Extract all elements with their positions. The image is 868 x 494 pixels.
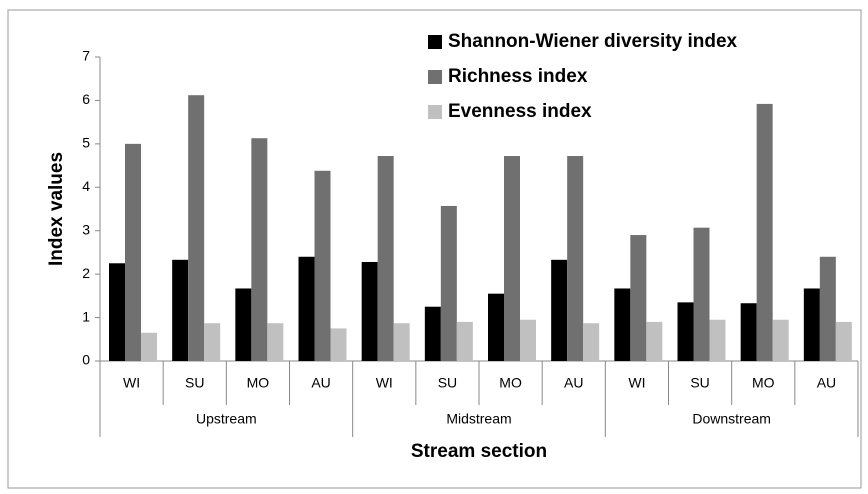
y-tick-label: 0 [82,352,90,368]
bar [109,263,125,361]
bar [504,156,520,361]
bar [740,303,757,361]
bar [330,328,347,361]
x-tick-label: SU [690,375,709,391]
bar [803,288,820,361]
x-tick-label: WI [123,375,140,391]
x-tick-label: AU [564,375,583,391]
bar [551,259,568,361]
bar [141,332,157,361]
bar [488,293,504,361]
y-tick-label: 3 [82,221,90,237]
bar [298,256,315,361]
bar [235,288,252,361]
bar [377,156,394,361]
bar [188,95,205,362]
y-tick-label: 4 [82,178,90,194]
bar [709,319,726,361]
x-tick-label: AU [817,375,836,391]
y-tick-label: 6 [82,91,90,107]
bar [693,227,710,361]
bar [314,170,331,361]
bar [756,103,773,361]
y-tick-label: 7 [82,48,90,64]
bar [125,143,141,361]
bar [251,138,268,361]
bar [456,321,473,361]
legend-swatch [428,35,442,49]
bar [630,235,647,361]
group-label: Midstream [446,411,511,427]
x-axis-title: Stream section [411,441,547,462]
bar [567,156,584,361]
x-tick-label: MO [752,375,775,391]
legend-label: Evenness index [448,101,592,122]
bar [835,321,852,361]
bar [677,302,694,361]
bar [819,256,836,361]
y-tick-label: 2 [82,265,90,281]
bar [172,259,189,361]
bar [614,288,631,361]
x-tick-label: SU [185,375,204,391]
bar [583,323,600,361]
chart-border [7,9,862,489]
legend-label: Richness index [448,66,588,87]
bar [204,323,221,361]
bar [393,323,410,361]
y-axis-title: Index values [46,152,67,266]
x-tick-label: MO [499,375,522,391]
group-label: Downstream [692,411,771,427]
bar [520,319,536,361]
x-tick-label: AU [311,375,330,391]
x-tick-label: MO [247,375,270,391]
legend-swatch [428,70,442,84]
bar [646,321,663,361]
bar [424,306,441,361]
x-tick-label: WI [628,375,645,391]
y-tick-label: 5 [82,135,90,151]
group-label: Upstream [196,411,257,427]
bar [267,323,284,361]
legend-swatch [428,105,442,119]
bar [361,261,378,361]
y-tick-label: 1 [82,308,90,324]
bar [440,205,457,361]
legend-label: Shannon-Wiener diversity index [448,31,738,52]
x-tick-label: WI [376,375,393,391]
bar [772,319,789,361]
x-tick-label: SU [438,375,457,391]
